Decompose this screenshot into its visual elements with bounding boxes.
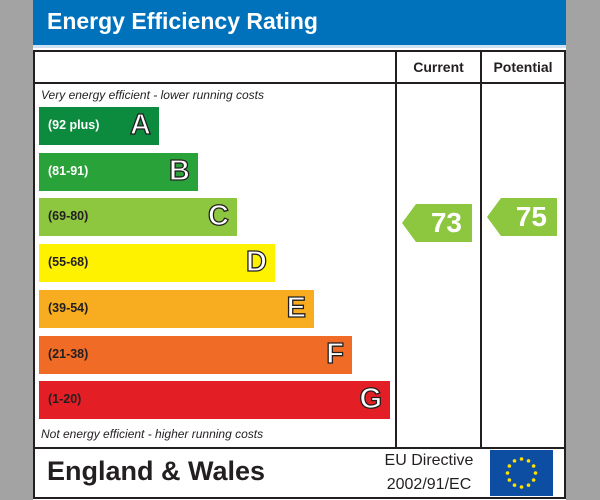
rating-table: Current Potential Very energy efficient … (33, 50, 566, 499)
band-letter: F (326, 337, 345, 370)
band-range: (39-54) (48, 300, 89, 315)
band-range: (21-38) (48, 346, 89, 361)
band-e: (39-54) E (39, 289, 314, 328)
band-range: (55-68) (48, 255, 89, 270)
potential-rating-arrow: 75 (487, 198, 557, 236)
divider (480, 52, 482, 447)
band-d: (55-68) D (39, 244, 275, 283)
title: Energy Efficiency Rating (47, 8, 318, 34)
band-g: (1-20) G (39, 381, 390, 420)
top-note: Very energy efficient - lower running co… (41, 88, 264, 102)
epc-panel: Energy Efficiency Rating Current Potenti… (33, 0, 566, 500)
directive-line-1: EU Directive (384, 452, 474, 469)
band-range: (1-20) (48, 392, 82, 407)
current-column-header: Current (413, 59, 464, 75)
band-c: (69-80) C (39, 198, 237, 237)
potential-rating-value: 75 (515, 201, 547, 232)
band-letter: D (245, 245, 267, 279)
band-a: (92 plus) A (39, 107, 159, 145)
divider (35, 447, 564, 449)
band-letter: E (286, 291, 307, 324)
divider (395, 52, 397, 447)
header: Energy Efficiency Rating (33, 0, 566, 48)
band-b: (81-91) B (39, 152, 198, 191)
band-range: (69-80) (48, 209, 89, 224)
bottom-note: Not energy efficient - higher running co… (41, 427, 264, 441)
divider (35, 82, 564, 84)
eu-flag-icon (490, 450, 553, 496)
band-letter: C (207, 200, 229, 233)
region-label: England & Wales (47, 456, 266, 486)
band-letter: G (359, 383, 383, 416)
current-rating-arrow: 73 (402, 204, 472, 242)
band-range: (81-91) (48, 163, 89, 178)
band-range: (92 plus) (48, 118, 100, 132)
potential-column-header: Potential (493, 59, 553, 75)
band-letter: B (168, 154, 190, 187)
current-rating-value: 73 (430, 207, 462, 238)
band-f: (21-38) F (39, 335, 352, 374)
band-letter: A (129, 108, 151, 141)
directive-line-2: 2002/91/EC (386, 476, 472, 493)
